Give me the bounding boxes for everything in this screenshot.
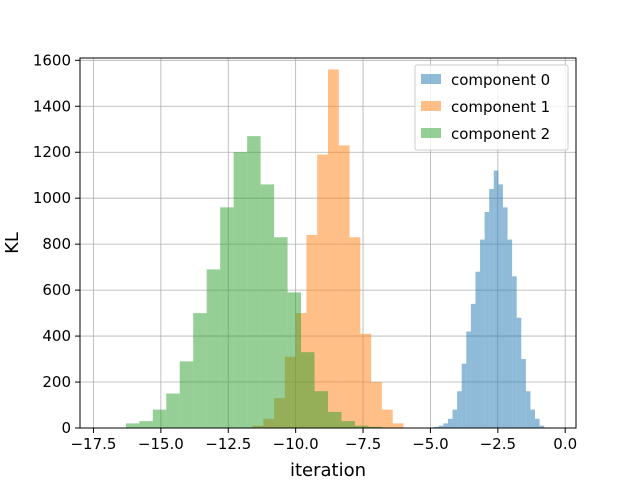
histogram-bar <box>233 152 248 428</box>
y-tick-label: 400 <box>42 327 71 345</box>
histogram-bar <box>512 276 517 428</box>
histogram-bar <box>443 423 448 428</box>
x-tick-label: −5.0 <box>412 435 448 453</box>
histogram-bar <box>354 425 369 428</box>
x-axis: −17.5 −15.0 −12.5 −10.0 −7.5 −5.0 −2.5 0.0 <box>70 428 577 453</box>
histogram-bar <box>152 409 167 428</box>
x-tick-label: −17.5 <box>70 435 116 453</box>
histogram-bar <box>480 239 485 428</box>
histogram-bar <box>489 188 494 428</box>
legend-label-2: component 2 <box>451 125 550 143</box>
histogram-bar <box>247 136 261 428</box>
legend-label-1: component 1 <box>451 98 550 116</box>
histogram-bar <box>452 409 458 428</box>
histogram-bar <box>179 361 194 428</box>
histogram-bar <box>461 363 467 428</box>
series-0-bars <box>434 170 545 428</box>
legend-label-0: component 0 <box>451 71 550 89</box>
histogram-bar <box>360 333 372 428</box>
histogram-bar <box>166 393 180 428</box>
histogram-bar <box>447 418 453 428</box>
y-tick-label: 200 <box>42 373 71 391</box>
histogram-bar <box>470 303 476 428</box>
histogram-bar <box>530 409 536 428</box>
y-tick-label: 800 <box>42 235 71 253</box>
x-tick-label: −12.5 <box>205 435 251 453</box>
histogram-bar <box>341 421 355 428</box>
histogram-bar <box>193 313 207 428</box>
legend-swatch-2 <box>421 128 441 138</box>
histogram-bar <box>274 237 288 428</box>
histogram-bars <box>125 69 545 429</box>
histogram-bar <box>317 154 328 429</box>
histogram-bar <box>206 269 221 428</box>
legend-swatch-0 <box>421 74 441 84</box>
histogram-bar <box>220 207 234 428</box>
histogram-bar <box>493 170 499 428</box>
histogram-bar <box>434 426 439 428</box>
histogram-bar <box>438 425 444 428</box>
histogram-bar <box>381 409 393 428</box>
histogram-bar <box>314 391 328 428</box>
series-2-bars <box>125 136 382 428</box>
histogram-bar <box>535 418 540 428</box>
histogram-bar <box>484 211 490 428</box>
histogram-bar <box>498 184 503 428</box>
y-tick-label: 0 <box>61 419 71 437</box>
histogram-bar <box>338 145 350 428</box>
histogram-bar <box>260 184 275 428</box>
histogram-bar <box>139 421 153 428</box>
histogram-bar <box>301 352 315 428</box>
x-tick-label: −2.5 <box>480 435 516 453</box>
histogram-bar <box>306 234 318 428</box>
histogram-bar <box>516 317 522 428</box>
x-tick-label: 0.0 <box>553 435 577 453</box>
histogram-bar <box>466 331 471 428</box>
x-axis-label: iteration <box>290 460 366 480</box>
histogram-bar <box>457 391 462 428</box>
histogram-bar <box>125 423 140 428</box>
histogram-bar <box>328 411 342 428</box>
histogram-bar <box>475 271 481 428</box>
histogram-bar <box>349 237 361 428</box>
x-tick-label: −7.5 <box>345 435 381 453</box>
histogram-bar <box>525 391 531 428</box>
y-tick-label: 1400 <box>33 97 71 115</box>
histogram-bar <box>521 359 526 428</box>
y-axis: 0 200 400 600 800 1000 1200 1400 1600 <box>33 51 80 437</box>
x-tick-label: −10.0 <box>273 435 319 453</box>
histogram-bar <box>368 426 382 428</box>
legend: component 0 component 1 component 2 <box>414 64 569 151</box>
histogram-bar <box>392 423 404 428</box>
y-tick-label: 600 <box>42 281 71 299</box>
histogram-bar <box>502 207 508 428</box>
y-tick-label: 1200 <box>33 143 71 161</box>
histogram-bar <box>507 239 513 428</box>
y-tick-label: 1600 <box>33 51 71 69</box>
y-tick-label: 1000 <box>33 189 71 207</box>
legend-swatch-1 <box>421 101 441 111</box>
histogram-bar <box>371 382 382 428</box>
legend-box <box>414 64 569 151</box>
histogram-bar <box>539 425 545 428</box>
histogram-bar <box>287 292 302 428</box>
plot-frame <box>79 57 577 429</box>
histogram-bar <box>328 69 339 428</box>
y-axis-label: KL <box>2 232 23 254</box>
x-tick-label: −15.0 <box>138 435 184 453</box>
